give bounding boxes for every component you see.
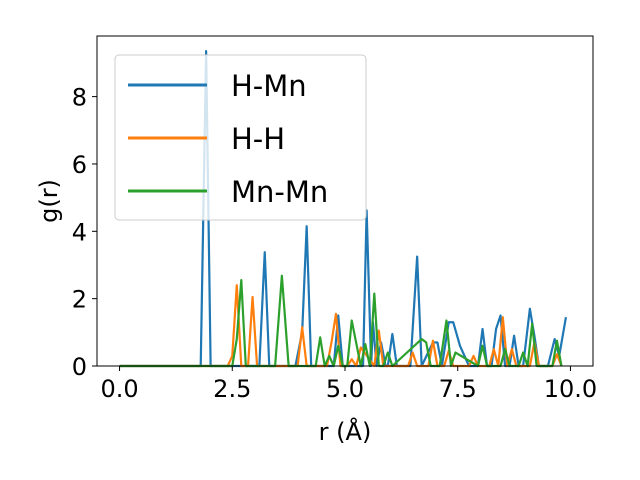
x-axis: 0.0 2.5 5.0 7.5 10.0 — [100, 366, 597, 403]
y-tick-label: 4 — [72, 218, 87, 246]
legend-label-3: Mn-Mn — [231, 175, 328, 209]
legend-label-2: H-H — [231, 122, 285, 156]
x-tick-label: 7.5 — [439, 375, 477, 403]
y-tick-label: 8 — [72, 84, 87, 112]
y-axis-label: g(r) — [35, 179, 63, 223]
y-tick-label: 0 — [72, 353, 87, 381]
y-tick-label: 6 — [72, 151, 87, 179]
y-axis: 0 2 4 6 8 — [72, 84, 97, 381]
y-tick-label: 2 — [72, 286, 87, 314]
legend: H-Mn H-H Mn-Mn — [114, 54, 367, 221]
x-tick-label: 5.0 — [326, 375, 364, 403]
x-axis-label: r (Å) — [319, 417, 372, 446]
legend-box — [114, 54, 367, 221]
x-tick-label: 10.0 — [544, 375, 597, 403]
x-tick-label: 0.0 — [100, 375, 138, 403]
x-tick-label: 2.5 — [213, 375, 251, 403]
legend-label-1: H-Mn — [231, 69, 307, 103]
